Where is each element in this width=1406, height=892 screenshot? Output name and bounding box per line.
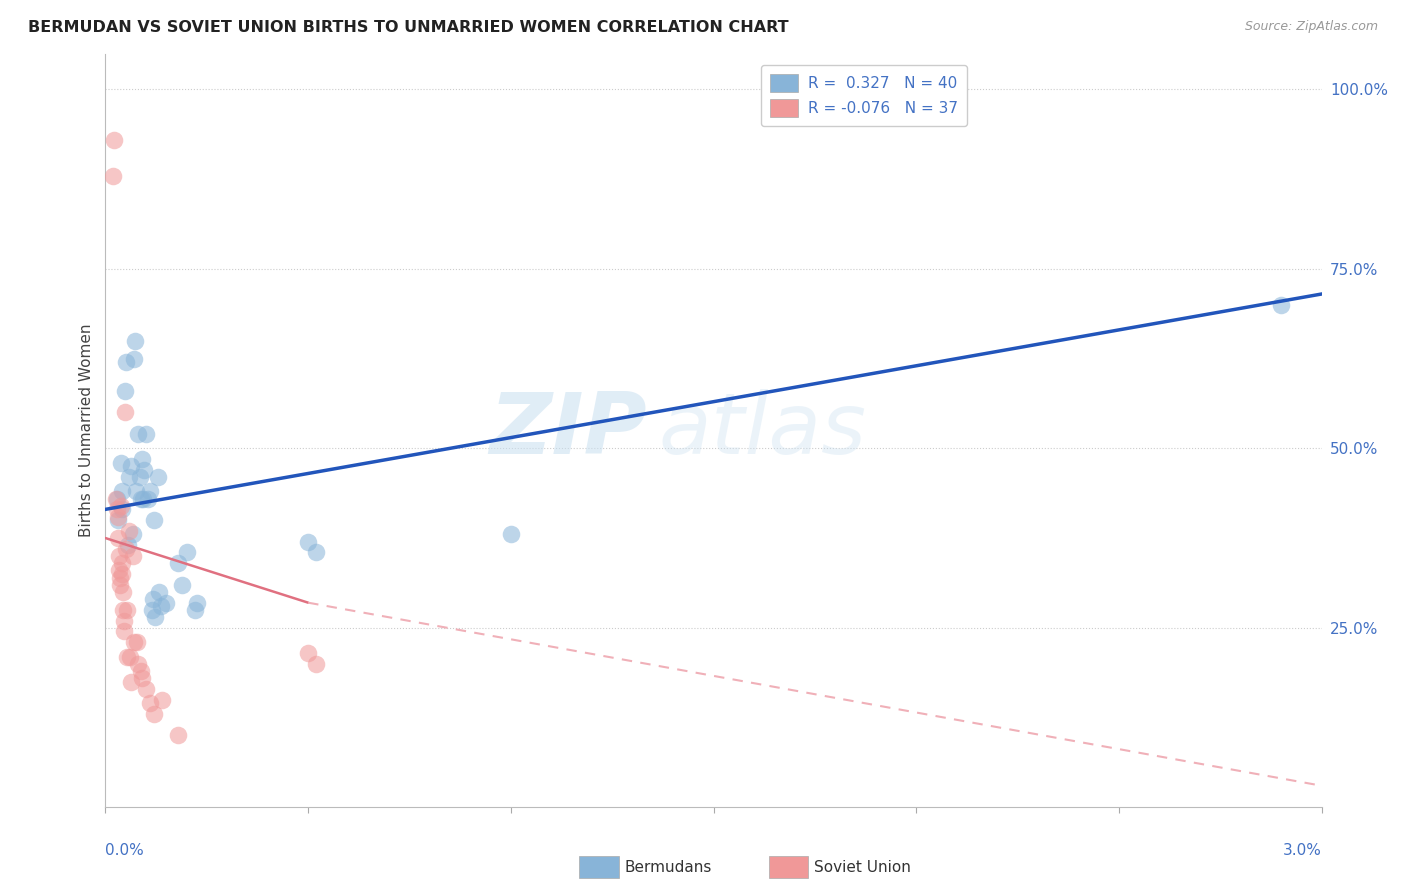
Point bbox=[111, 502, 134, 516]
Point bbox=[114, 355, 136, 369]
Point bbox=[103, 133, 125, 147]
Point bbox=[111, 585, 134, 599]
Point bbox=[186, 596, 208, 610]
Text: atlas: atlas bbox=[659, 389, 868, 472]
Point bbox=[141, 603, 163, 617]
Text: Source: ZipAtlas.com: Source: ZipAtlas.com bbox=[1244, 20, 1378, 33]
Point bbox=[143, 610, 166, 624]
Point bbox=[118, 649, 141, 664]
Point bbox=[107, 531, 129, 545]
Point bbox=[297, 534, 319, 549]
Point bbox=[122, 351, 145, 366]
Point bbox=[115, 649, 138, 664]
Point bbox=[125, 635, 148, 649]
Point bbox=[135, 427, 157, 442]
Point bbox=[110, 456, 132, 470]
Point bbox=[112, 614, 135, 628]
Point bbox=[112, 603, 135, 617]
Point bbox=[143, 513, 166, 527]
Point bbox=[129, 664, 152, 678]
Point bbox=[176, 545, 198, 559]
Text: 3.0%: 3.0% bbox=[1282, 843, 1322, 858]
Point bbox=[167, 556, 190, 570]
Point bbox=[129, 491, 152, 506]
Point bbox=[127, 657, 149, 671]
Point bbox=[131, 452, 153, 467]
Point bbox=[124, 334, 146, 348]
Point bbox=[172, 578, 194, 592]
Point bbox=[155, 596, 177, 610]
Point bbox=[143, 706, 166, 721]
Point bbox=[122, 635, 145, 649]
Point bbox=[114, 541, 136, 556]
Point bbox=[114, 405, 136, 419]
Point bbox=[112, 624, 135, 639]
Text: Soviet Union: Soviet Union bbox=[814, 860, 911, 874]
Point bbox=[108, 563, 131, 577]
Point bbox=[122, 527, 145, 541]
Text: ZIP: ZIP bbox=[489, 389, 647, 472]
Point bbox=[150, 599, 173, 614]
Point bbox=[120, 674, 142, 689]
Point bbox=[305, 657, 328, 671]
Point bbox=[111, 556, 134, 570]
Point bbox=[107, 513, 129, 527]
Legend: R =  0.327   N = 40, R = -0.076   N = 37: R = 0.327 N = 40, R = -0.076 N = 37 bbox=[761, 65, 967, 126]
Point bbox=[150, 692, 173, 706]
Point bbox=[111, 484, 134, 499]
Point bbox=[118, 524, 141, 538]
Point bbox=[167, 729, 190, 743]
Point bbox=[136, 491, 159, 506]
Point bbox=[146, 470, 169, 484]
Point bbox=[115, 603, 138, 617]
Point bbox=[183, 603, 205, 617]
Point bbox=[118, 470, 141, 484]
Point bbox=[131, 671, 153, 685]
Point bbox=[120, 459, 142, 474]
Point bbox=[129, 470, 152, 484]
Text: BERMUDAN VS SOVIET UNION BIRTHS TO UNMARRIED WOMEN CORRELATION CHART: BERMUDAN VS SOVIET UNION BIRTHS TO UNMAR… bbox=[28, 20, 789, 35]
Point bbox=[125, 484, 148, 499]
Point bbox=[305, 545, 328, 559]
Point bbox=[104, 491, 127, 506]
Point bbox=[117, 538, 139, 552]
Point bbox=[114, 384, 136, 398]
Point bbox=[107, 509, 129, 524]
Point bbox=[111, 566, 134, 581]
Point bbox=[142, 592, 165, 607]
Point bbox=[139, 696, 162, 710]
Point bbox=[110, 499, 132, 513]
Point bbox=[108, 570, 131, 584]
Point bbox=[122, 549, 145, 563]
Text: Bermudans: Bermudans bbox=[624, 860, 711, 874]
Point bbox=[101, 169, 124, 183]
Point bbox=[108, 549, 131, 563]
Point bbox=[132, 463, 155, 477]
Point bbox=[135, 681, 157, 696]
Point bbox=[148, 585, 170, 599]
Point bbox=[108, 578, 131, 592]
Point bbox=[127, 427, 149, 442]
Y-axis label: Births to Unmarried Women: Births to Unmarried Women bbox=[79, 324, 94, 537]
Text: 0.0%: 0.0% bbox=[105, 843, 145, 858]
Point bbox=[499, 527, 522, 541]
Point bbox=[132, 491, 155, 506]
Point bbox=[105, 502, 128, 516]
Point bbox=[1270, 298, 1292, 312]
Point bbox=[139, 484, 162, 499]
Point bbox=[297, 646, 319, 660]
Point bbox=[105, 491, 128, 506]
